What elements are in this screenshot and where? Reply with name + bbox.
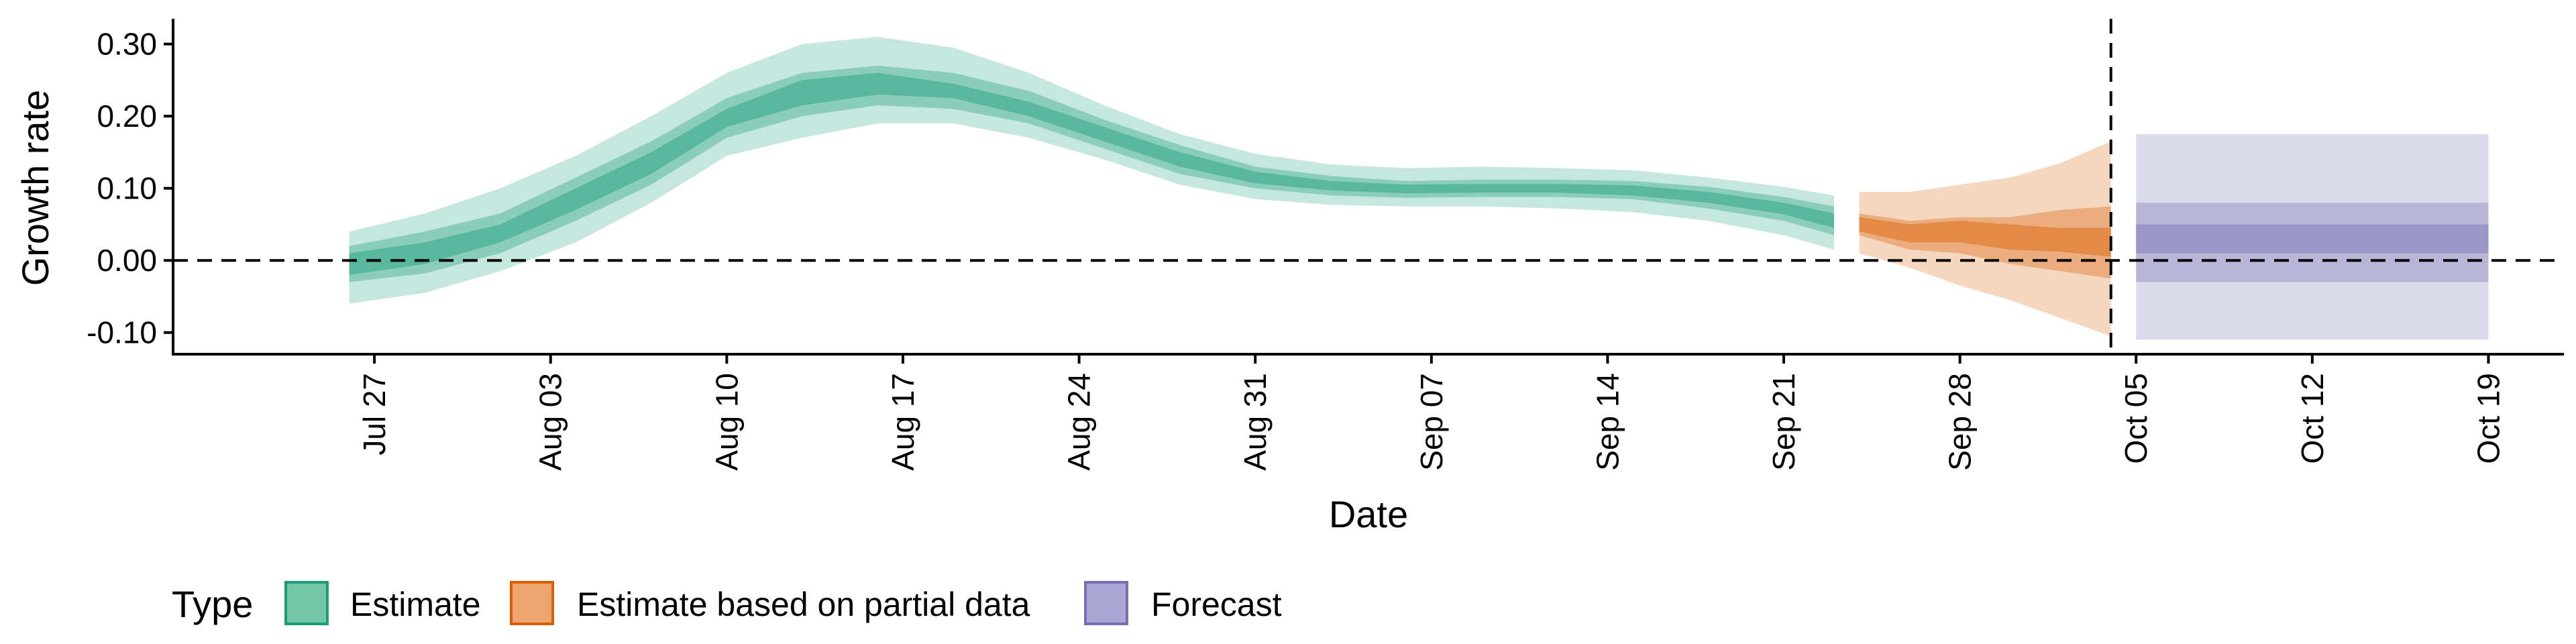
estimate-based-on-partial-data-band-20 (1859, 217, 2111, 257)
estimate-band-90 (349, 36, 1834, 304)
legend-label-forecast: Forecast (1151, 586, 1282, 623)
estimate-band-20 (349, 72, 1834, 275)
bands-layer (349, 36, 2489, 340)
x-tick-label: Jul 27 (357, 373, 392, 455)
legend-key-partial (510, 581, 554, 625)
legend: Type Estimate Estimate based on partial … (172, 581, 1282, 625)
y-tick-label: 0.10 (97, 171, 157, 206)
series-estimate-based-on-partial-data (1859, 141, 2111, 337)
estimate-band-50 (349, 65, 1834, 282)
y-tick-label: -0.10 (87, 315, 157, 350)
x-tick-label: Sep 07 (1414, 373, 1449, 471)
y-tick-label: 0.30 (97, 27, 157, 62)
x-tick-label: Sep 28 (1943, 373, 1978, 471)
estimate-based-on-partial-data-band-90 (1859, 141, 2111, 337)
x-tick-label: Aug 17 (885, 373, 920, 471)
legend-label-estimate: Estimate (350, 586, 481, 623)
series-estimate (349, 36, 1834, 304)
legend-key-estimate (284, 581, 329, 625)
y-axis-title: Growth rate (14, 90, 56, 286)
legend-key-forecast (1084, 581, 1128, 625)
legend-title: Type (172, 583, 253, 625)
x-tick-label: Sep 21 (1766, 373, 1801, 471)
x-tick-label: Oct 05 (2118, 373, 2153, 464)
forecast-band-50 (2136, 203, 2489, 282)
x-tick-label: Oct 12 (2295, 373, 2330, 464)
reference-lines-layer (173, 19, 2564, 354)
x-axis-title: Date (1329, 493, 1408, 535)
series-forecast (2136, 134, 2489, 340)
x-tick-label: Aug 31 (1238, 373, 1273, 471)
estimate-based-on-partial-data-band-50 (1859, 206, 2111, 279)
forecast-band-90 (2136, 134, 2489, 340)
forecast-band-20 (2136, 224, 2489, 254)
x-tick-label: Aug 24 (1062, 373, 1097, 471)
x-ticks: Jul 27 Aug 03 Aug 10 Aug 17 Aug 24 Aug 31 Sep … (357, 354, 2506, 471)
x-tick-label: Aug 10 (709, 373, 744, 471)
x-tick-label: Sep 14 (1590, 373, 1625, 471)
y-tick-label: 0.20 (97, 99, 157, 133)
x-tick-label: Oct 19 (2471, 373, 2506, 464)
y-ticks: -0.10 0.00 0.10 0.20 0.30 (87, 27, 173, 350)
y-tick-label: 0.00 (97, 243, 157, 278)
x-tick-label: Aug 03 (533, 373, 568, 471)
legend-label-partial: Estimate based on partial data (577, 586, 1030, 623)
